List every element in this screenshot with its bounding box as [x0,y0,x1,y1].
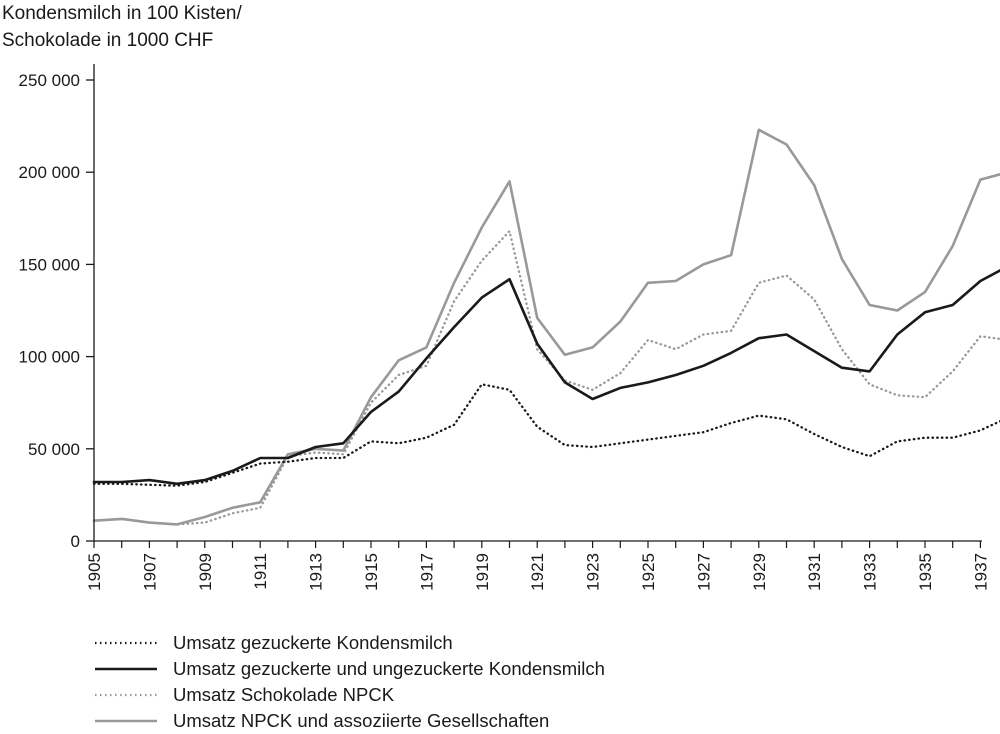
series-line-2 [92,269,1000,486]
x-tick-label: 1921 [528,553,547,591]
legend-item: Umsatz NPCK und assoziierte Gesellschaft… [95,708,605,734]
x-tick-label: 1909 [196,553,215,591]
series-line-4 [92,128,1000,526]
series-lines [92,128,1000,526]
legend-swatch-solid-black [95,667,157,671]
y-tick-label: 200 000 [19,163,80,182]
legend: Umsatz gezuckerte Kondensmilch Umsatz ge… [95,630,605,734]
x-tick-label: 1923 [584,553,603,591]
legend-item: Umsatz Schokolade NPCK [95,682,605,708]
y-tick-label: 50 000 [28,440,80,459]
x-tick-label: 1929 [750,553,769,591]
series-line-1 [92,383,1000,487]
y-tick-label: 100 000 [19,348,80,367]
legend-swatch-dotted-grey [95,693,157,697]
legend-label: Umsatz Schokolade NPCK [173,684,395,705]
x-tick-label: 1913 [307,553,326,591]
x-tick-label: 1915 [362,553,381,591]
legend-swatch-dotted-black [95,641,157,645]
legend-label: Umsatz gezuckerte Kondensmilch [173,632,453,653]
x-tick-label: 1933 [861,553,880,591]
x-tick-label: 1905 [85,553,104,591]
x-tick-label: 1919 [473,553,492,591]
series-line-3 [92,230,1000,526]
axis-ticks: 0 50 000 100 000 150 000 200 000 250 000 1905 1… [19,71,991,591]
y-axis-title-line-1: Kondensmilch in 100 Kisten/ [2,3,242,24]
x-tick-label: 1937 [971,553,990,591]
x-tick-label: 1907 [140,553,159,591]
x-tick-label: 1931 [805,553,824,591]
y-tick-label: 0 [71,532,80,551]
legend-label: Umsatz NPCK und assoziierte Gesellschaft… [173,710,550,731]
legend-item: Umsatz gezuckerte Kondensmilch [95,630,605,656]
legend-item: Umsatz gezuckerte und ungezuckerte Konde… [95,656,605,682]
y-axis-title: Kondensmilch in 100 Kisten/ Schokolade i… [2,0,242,54]
x-tick-label: 1927 [694,553,713,591]
y-axis-title-line-2: Schokolade in 1000 CHF [2,30,214,51]
x-tick-label: 1935 [916,553,935,591]
legend-label: Umsatz gezuckerte und ungezuckerte Konde… [173,658,605,679]
y-tick-label: 250 000 [19,71,80,90]
x-tick-label: 1911 [251,553,270,590]
x-tick-label: 1925 [639,553,658,591]
x-tick-label: 1917 [417,553,436,591]
legend-swatch-solid-grey [95,719,157,723]
line-chart: 0 50 000 100 000 150 000 200 000 250 000 1905 1… [19,64,1000,591]
y-tick-label: 150 000 [19,255,80,274]
